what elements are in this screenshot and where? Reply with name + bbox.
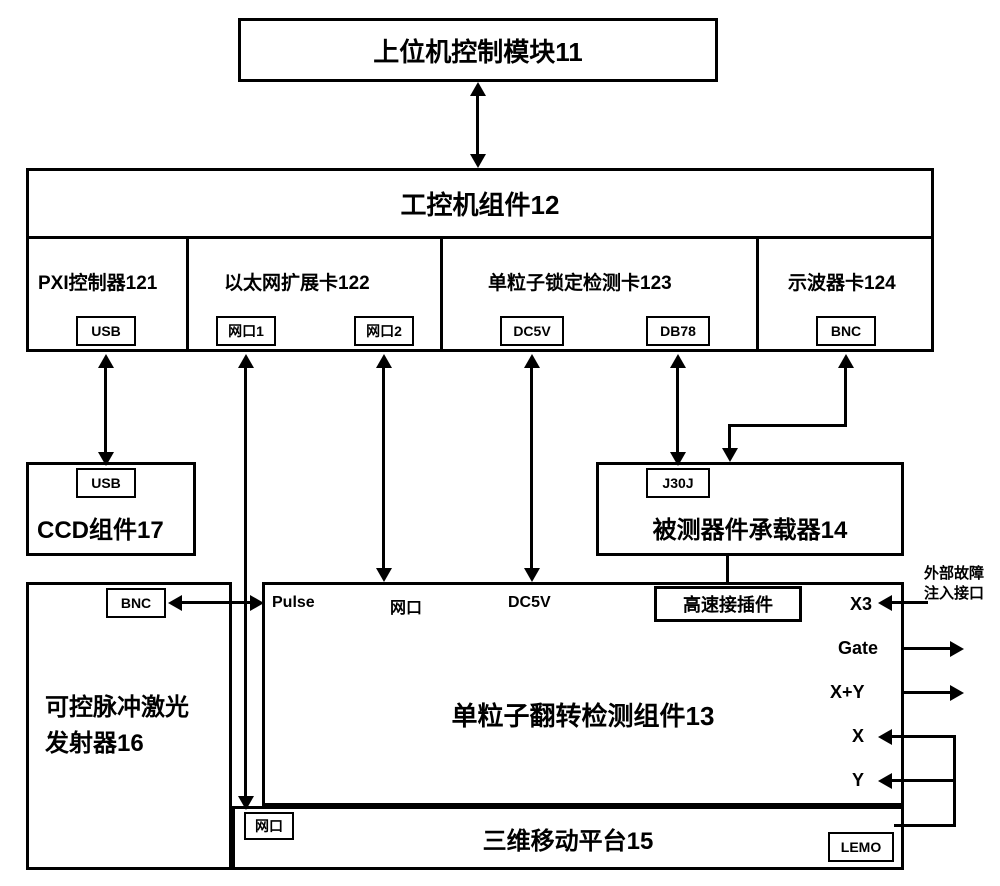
port-platform-lemo: LEMO	[828, 832, 894, 862]
conn-xy	[904, 691, 956, 694]
conn-x3	[888, 601, 928, 604]
port-laser-bnc: BNC	[106, 588, 166, 618]
conn-bnc-pulse	[178, 601, 256, 604]
arrow-db78-down	[670, 452, 686, 466]
ipc-div3	[756, 236, 759, 352]
port-seu-dc5v: DC5V	[500, 316, 564, 346]
arrow-host-ipc-up	[470, 82, 486, 96]
arrow-x3	[878, 595, 892, 611]
arrow-eth2-down	[376, 568, 392, 582]
diagram-canvas: 上位机控制模块11 工控机组件12 PXI控制器121 以太网扩展卡122 单粒…	[0, 0, 1000, 886]
label-ext-fault2: 注入接口	[924, 582, 984, 603]
arrow-bnc-pulse-r	[250, 595, 264, 611]
label-ext-fault1: 外部故障	[924, 562, 984, 583]
arrow-pxi-ccd-up	[98, 354, 114, 368]
arrow-bnc-pulse-l	[168, 595, 182, 611]
port-pxi-usb: USB	[76, 316, 136, 346]
conn-dc5v-flip	[530, 360, 533, 576]
port-ccd-usb: USB	[76, 468, 136, 498]
arrow-eth1-down	[238, 796, 254, 810]
arrow-gate	[950, 641, 964, 657]
node-host: 上位机控制模块11	[238, 18, 718, 82]
conn-bnc-h	[728, 424, 847, 427]
port-eth-2: 网口2	[354, 316, 414, 346]
seu-lock-label: 单粒子锁定检测卡123	[488, 268, 672, 295]
arrow-dc5v-down	[524, 568, 540, 582]
conn-lemo-h	[894, 824, 956, 827]
arrow-x-in	[878, 729, 892, 745]
arrow-bnc-up	[838, 354, 854, 368]
node-seu-flip: 单粒子翻转检测组件13	[262, 582, 904, 806]
node-dut: 被测器件承载器14	[596, 462, 904, 556]
host-label: 上位机控制模块11	[373, 32, 583, 69]
laser-label1: 可控脉冲激光	[45, 690, 189, 726]
ipc-div2	[440, 236, 443, 352]
conn-x	[888, 735, 956, 738]
pxi-label: PXI控制器121	[38, 268, 157, 295]
platform-label: 三维移动平台15	[483, 821, 654, 856]
laser-label2: 发射器16	[45, 726, 144, 762]
conn-db78-j30j	[676, 360, 679, 460]
conn-pxi-ccd	[104, 360, 107, 460]
label-x3: X3	[850, 594, 872, 615]
conn-eth2-flip	[382, 360, 385, 576]
ipc-label: 工控机组件12	[401, 185, 560, 222]
arrow-dc5v-up	[524, 354, 540, 368]
port-platform-net: 网口	[244, 812, 294, 840]
arrow-eth2-up	[376, 354, 392, 368]
ipc-divider	[26, 236, 934, 239]
eth-label: 以太网扩展卡122	[224, 268, 370, 295]
arrow-y-in	[878, 773, 892, 789]
port-eth-1: 网口1	[216, 316, 276, 346]
conn-dut-hs	[726, 556, 729, 582]
arrow-host-ipc-down	[470, 154, 486, 168]
ccd-label: CCD组件17	[37, 510, 164, 545]
node-ipc: 工控机组件12	[26, 168, 934, 352]
arrow-pxi-ccd-down	[98, 452, 114, 466]
port-flip-net-label: 网口	[390, 594, 422, 618]
node-platform: 三维移动平台15	[232, 806, 904, 870]
label-x: X	[852, 726, 864, 747]
port-dut-j30j: J30J	[646, 468, 710, 498]
label-gate: Gate	[838, 638, 878, 659]
arrow-eth1-up	[238, 354, 254, 368]
port-flip-dc5v-label: DC5V	[508, 594, 551, 612]
dut-label: 被测器件承载器14	[653, 510, 848, 545]
arrow-db78-up	[670, 354, 686, 368]
node-laser: 可控脉冲激光 发射器16	[26, 582, 232, 870]
conn-eth1-platform	[244, 360, 247, 806]
port-flip-pulse-label: Pulse	[272, 594, 315, 612]
osc-label: 示波器卡124	[788, 268, 896, 295]
node-highspeed: 高速接插件	[654, 586, 802, 622]
ipc-div1	[186, 236, 189, 352]
conn-gate	[904, 647, 956, 650]
conn-y	[888, 779, 956, 782]
conn-lemo-v	[953, 735, 956, 827]
arrow-xy	[950, 685, 964, 701]
label-y: Y	[852, 770, 864, 791]
highspeed-label: 高速接插件	[683, 591, 773, 617]
conn-host-ipc	[476, 90, 479, 160]
arrow-bnc-down	[722, 448, 738, 462]
label-xy: X+Y	[830, 682, 865, 703]
conn-bnc-v	[844, 360, 847, 426]
seu-flip-label: 单粒子翻转检测组件13	[452, 696, 715, 733]
port-osc-bnc: BNC	[816, 316, 876, 346]
port-seu-db78: DB78	[646, 316, 710, 346]
